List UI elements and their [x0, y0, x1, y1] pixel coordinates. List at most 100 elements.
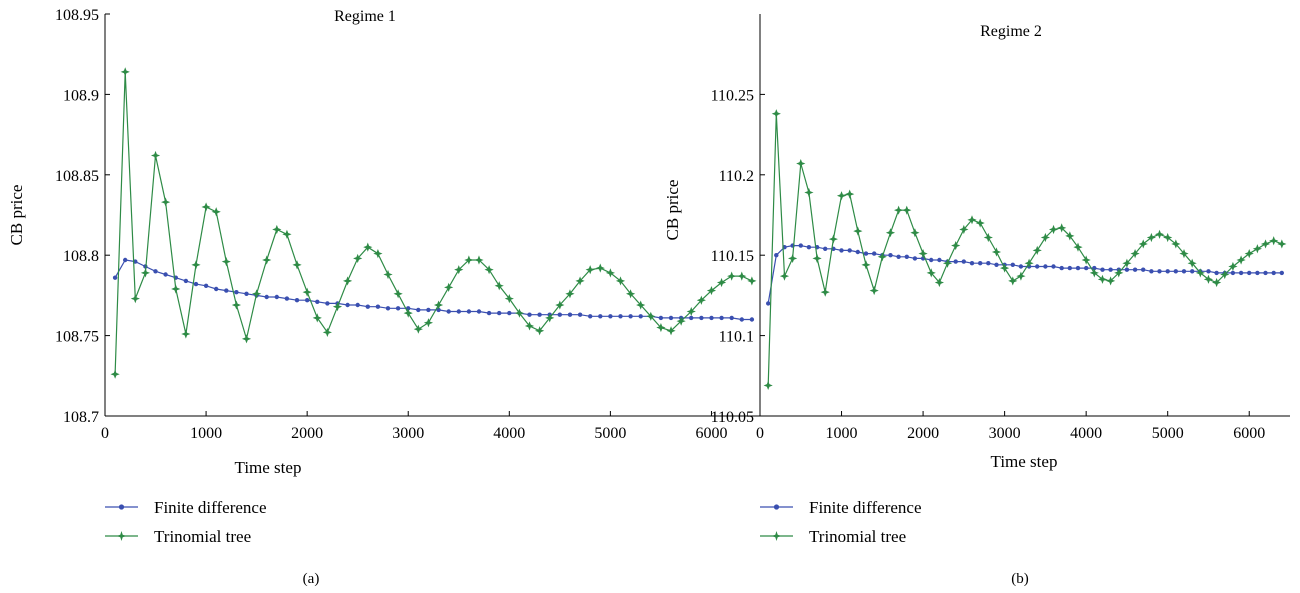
data-point-trinomial-tree	[191, 260, 201, 270]
data-point-trinomial-tree	[763, 380, 773, 391]
data-point-trinomial-tree	[918, 248, 928, 259]
data-point-finite-difference	[1173, 269, 1179, 274]
data-point-finite-difference	[123, 257, 128, 263]
data-point-finite-difference	[847, 248, 852, 253]
data-point-trinomial-tree	[332, 302, 343, 312]
data-point-finite-difference	[274, 294, 279, 300]
data-point-trinomial-tree	[636, 300, 646, 310]
panel-caption-b: (b)	[1011, 571, 1029, 587]
data-point-trinomial-tree	[1146, 232, 1156, 243]
data-point-trinomial-tree	[676, 316, 686, 326]
data-point-trinomial-tree	[615, 276, 626, 286]
x-tick-label: 6000	[1233, 425, 1265, 442]
data-point-finite-difference	[638, 314, 643, 319]
data-point-finite-difference	[994, 262, 999, 267]
data-point-finite-difference	[839, 248, 844, 253]
data-point-finite-difference	[1255, 270, 1260, 276]
data-point-finite-difference	[806, 245, 812, 250]
data-point-trinomial-tree	[845, 189, 855, 199]
legend-star-marker-icon	[116, 531, 127, 541]
data-point-finite-difference	[668, 315, 674, 321]
data-point-finite-difference	[1051, 264, 1056, 269]
legend-item-finite-difference-a: Finite difference	[105, 498, 267, 517]
data-point-trinomial-tree	[1097, 274, 1108, 284]
plot-area-a: 0 1000 2000 3000 4000 5000 6000 108.7 108.75 108.…	[55, 7, 762, 442]
data-point-trinomial-tree	[666, 326, 676, 336]
data-point-finite-difference	[658, 315, 664, 321]
y-tick-label: 110.1	[719, 329, 754, 346]
data-point-trinomial-tree	[575, 276, 585, 286]
data-point-finite-difference	[315, 299, 320, 304]
data-point-trinomial-tree	[433, 300, 444, 310]
legend-dot-marker-icon	[773, 504, 780, 510]
data-point-finite-difference	[537, 312, 542, 317]
data-point-trinomial-tree	[181, 329, 191, 339]
data-point-finite-difference	[1206, 269, 1211, 274]
y-tick-label: 108.7	[63, 409, 99, 426]
data-point-finite-difference	[798, 243, 803, 248]
data-point-finite-difference	[426, 307, 431, 313]
x-tick-label: 2000	[907, 425, 939, 442]
data-point-finite-difference	[1124, 267, 1130, 272]
data-point-trinomial-tree	[545, 313, 555, 323]
data-point-finite-difference	[567, 312, 573, 317]
data-point-finite-difference	[1035, 264, 1040, 269]
data-point-finite-difference	[1149, 269, 1154, 274]
data-point-trinomial-tree	[1203, 274, 1214, 284]
x-tick-label: 0	[101, 425, 109, 442]
data-point-trinomial-tree	[804, 187, 814, 198]
x-tick-label: 0	[756, 425, 764, 442]
data-point-trinomial-tree	[241, 334, 252, 344]
data-point-trinomial-tree	[1000, 263, 1010, 273]
data-point-trinomial-tree	[1057, 223, 1067, 233]
data-point-trinomial-tree	[926, 268, 936, 278]
data-point-trinomial-tree	[120, 67, 130, 77]
data-point-trinomial-tree	[1171, 239, 1181, 249]
series-line-finite-difference	[114, 259, 752, 321]
data-point-trinomial-tree	[975, 218, 985, 228]
data-point-trinomial-tree	[1032, 245, 1042, 255]
data-point-trinomial-tree	[413, 324, 423, 334]
data-point-trinomial-tree	[474, 255, 484, 265]
data-point-trinomial-tree	[885, 228, 896, 238]
data-point-trinomial-tree	[1212, 277, 1222, 288]
data-point-trinomial-tree	[1236, 255, 1246, 265]
data-point-trinomial-tree	[812, 253, 822, 264]
data-point-finite-difference	[1181, 269, 1187, 274]
data-point-finite-difference	[588, 314, 593, 319]
y-axis-label-b: CB price	[663, 180, 682, 241]
data-point-finite-difference	[153, 269, 158, 274]
data-point-finite-difference	[305, 298, 310, 303]
panel-a: 0 1000 2000 3000 4000 5000 6000 108.7 108.75 108.…	[7, 7, 762, 587]
data-point-trinomial-tree	[1106, 276, 1116, 286]
legend-item-finite-difference-b: Finite difference	[760, 498, 922, 517]
legend-dot-marker-icon	[118, 504, 125, 510]
data-point-finite-difference	[365, 304, 370, 309]
data-point-trinomial-tree	[1089, 268, 1099, 278]
data-point-trinomial-tree	[626, 289, 636, 299]
data-point-trinomial-tree	[706, 285, 717, 296]
y-tick-label: 110.15	[711, 248, 754, 265]
data-point-trinomial-tree	[983, 232, 993, 243]
data-point-trinomial-tree	[1081, 255, 1091, 265]
plot-area-b: 0 1000 2000 3000 4000 5000 6000 110.05 110.1 110.…	[711, 14, 1290, 442]
data-point-trinomial-tree	[1228, 261, 1238, 272]
data-point-finite-difference	[476, 309, 482, 314]
data-point-trinomial-tree	[211, 207, 221, 217]
data-point-finite-difference	[1043, 264, 1048, 269]
data-point-trinomial-tree	[877, 252, 887, 262]
data-point-trinomial-tree	[959, 224, 969, 235]
data-point-trinomial-tree	[820, 287, 830, 297]
data-point-trinomial-tree	[454, 265, 464, 275]
data-point-trinomial-tree	[779, 271, 790, 281]
data-point-finite-difference	[264, 294, 269, 300]
x-axis-label-a: Time step	[235, 458, 302, 477]
data-point-finite-difference	[456, 309, 461, 314]
data-point-trinomial-tree	[934, 277, 944, 288]
data-point-trinomial-tree	[646, 311, 656, 321]
data-point-trinomial-tree	[150, 150, 161, 161]
data-point-finite-difference	[1092, 265, 1097, 271]
x-tick-label: 4000	[493, 425, 525, 442]
chart-title-b: Regime 2	[980, 23, 1042, 40]
series-finite-difference-b	[766, 243, 1285, 306]
